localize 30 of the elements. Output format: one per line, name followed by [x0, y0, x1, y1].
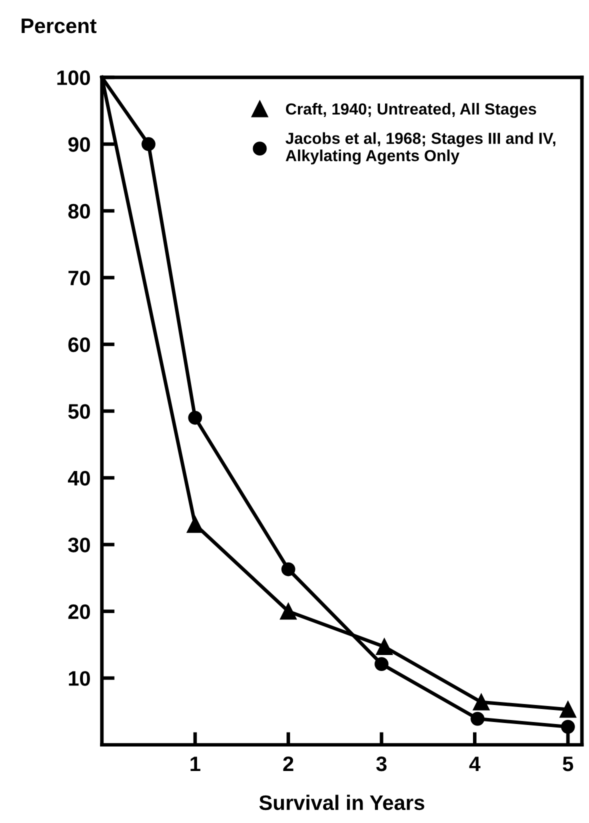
point [561, 720, 575, 734]
x-axis-title: Survival in Years [259, 794, 424, 810]
point [472, 694, 490, 710]
x-tick-label: 2 [283, 756, 294, 772]
x-tick-label: 5 [562, 756, 574, 772]
point [560, 701, 576, 718]
point [188, 410, 202, 425]
y-axis-title: Percent [22, 18, 96, 34]
point [281, 562, 296, 576]
x-tick-label: 4 [469, 756, 480, 772]
point [376, 638, 393, 656]
point [280, 602, 297, 620]
y-tick-label: 100 [57, 70, 90, 86]
y-tick-label: 40 [68, 470, 90, 486]
y-tick-label: 60 [68, 337, 90, 352]
point [374, 657, 388, 671]
point [186, 516, 204, 533]
y-tick-label: 90 [68, 137, 90, 152]
y-tick-label: 50 [68, 404, 90, 419]
y-tick-label: 20 [68, 604, 90, 620]
legend-label: Craft, 1940; Untreated, All Stages [286, 102, 536, 118]
point [470, 712, 484, 726]
y-tick-label: 80 [68, 204, 90, 219]
y-tick-label: 10 [68, 671, 90, 686]
y-tick-label: 70 [68, 270, 90, 286]
x-tick-label: 3 [376, 756, 387, 772]
x-tick-label: 1 [190, 756, 200, 772]
y-tick-label: 30 [68, 538, 90, 552]
legend-label: Jacobs et al, 1968; Stages III and IV, Alkylating Agents Only [286, 132, 556, 164]
point [142, 137, 156, 152]
